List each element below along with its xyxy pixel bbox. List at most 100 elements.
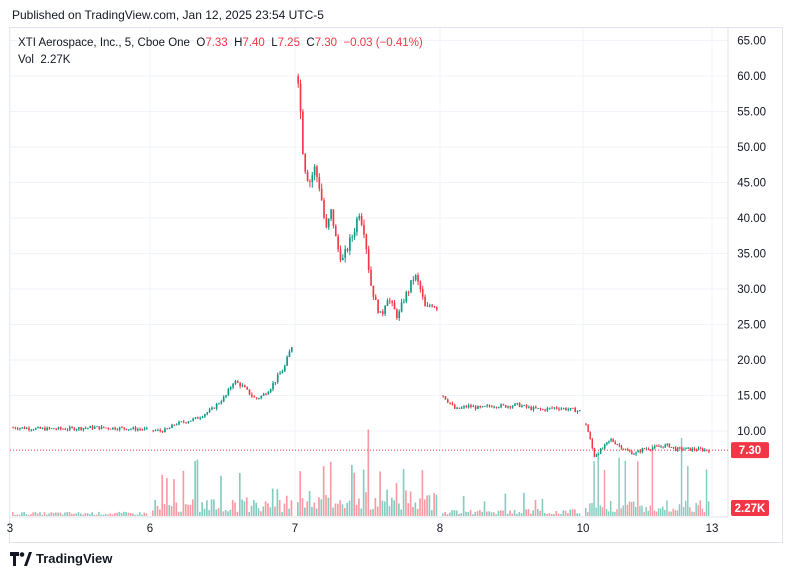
volume-bar xyxy=(32,512,34,516)
candle-body xyxy=(511,405,514,408)
candle-body xyxy=(518,402,521,407)
candle-body xyxy=(641,448,644,453)
candle-body xyxy=(309,181,311,182)
candle-body xyxy=(121,427,123,429)
volume-bar xyxy=(27,515,30,516)
volume-bar xyxy=(458,513,460,516)
candle-body xyxy=(370,270,372,286)
candle-body xyxy=(453,404,456,409)
volume-bar xyxy=(372,509,374,516)
volume-bars xyxy=(12,429,710,516)
y-tick-label: 35.00 xyxy=(737,249,766,261)
x-tick-label: 8 xyxy=(437,523,443,535)
candle-body xyxy=(679,447,681,449)
candle-body xyxy=(589,432,591,440)
volume-bar xyxy=(383,501,386,516)
volume-bar xyxy=(649,505,652,516)
volume-bar xyxy=(637,461,639,516)
candle-body xyxy=(241,385,244,387)
candle-body xyxy=(130,428,132,430)
volume-bar xyxy=(599,505,602,516)
candle-body xyxy=(283,365,286,372)
candle-body xyxy=(69,427,71,430)
volume-bar xyxy=(339,500,341,516)
candle-body xyxy=(25,427,28,429)
volume-bar xyxy=(571,509,574,516)
volume-bar xyxy=(355,504,358,516)
volume-bar xyxy=(187,504,189,516)
candle-body xyxy=(689,447,691,451)
volume-bar xyxy=(278,500,281,516)
candle-body xyxy=(325,217,328,228)
candle-body xyxy=(668,443,671,448)
footer-brand[interactable]: TradingView xyxy=(10,551,112,566)
volume-bar xyxy=(257,508,260,516)
volume-bar xyxy=(191,499,194,516)
candle-body xyxy=(267,392,270,395)
volume-bar xyxy=(102,514,105,516)
volume-bar xyxy=(414,502,417,516)
candle-body xyxy=(444,396,447,400)
candle-body xyxy=(446,399,449,403)
candle-body xyxy=(509,406,512,408)
volume-bar xyxy=(46,514,48,516)
volume-bar xyxy=(395,483,398,516)
volume-bar xyxy=(682,507,685,516)
volume-bar xyxy=(607,511,610,516)
high-value: 7.40 xyxy=(242,37,265,49)
volume-bar xyxy=(154,500,156,516)
volume-bar xyxy=(255,502,258,516)
candle-body xyxy=(479,406,482,408)
volume-bar xyxy=(585,507,587,516)
volume-bar xyxy=(346,502,348,516)
volume-bar xyxy=(557,513,560,516)
candle-body xyxy=(353,232,356,237)
volume-bar xyxy=(30,514,32,516)
candle-body xyxy=(523,404,526,406)
candle-body xyxy=(639,450,641,453)
volume-bar xyxy=(315,508,318,516)
volume-bar xyxy=(77,512,80,516)
candle-body xyxy=(544,409,546,411)
volume-bar xyxy=(59,512,62,516)
candle-body xyxy=(215,403,218,409)
candle-body xyxy=(386,300,389,306)
volume-bar xyxy=(635,506,637,516)
volume-bar xyxy=(199,511,201,516)
candle-body xyxy=(71,427,73,428)
volume-bar xyxy=(520,513,523,516)
candle-body xyxy=(14,427,17,429)
candle-body xyxy=(344,249,346,258)
y-tick-label: 45.00 xyxy=(737,178,766,190)
x-tick-label: 6 xyxy=(147,523,153,535)
volume-bar xyxy=(678,504,681,516)
candle-body xyxy=(565,408,567,411)
volume-bar xyxy=(527,509,530,516)
volume-bar xyxy=(421,470,424,516)
volume-bar xyxy=(610,501,612,516)
candle-body xyxy=(107,427,110,429)
volume-bar xyxy=(416,508,419,516)
candle-body xyxy=(327,218,330,228)
candle-body xyxy=(595,454,598,457)
y-tick-label: 65.00 xyxy=(737,36,766,48)
volume-bar xyxy=(593,461,595,516)
candle-body xyxy=(528,406,530,408)
last-price-label: 7.30 xyxy=(739,445,761,457)
volume-bar xyxy=(483,501,486,516)
candle-body xyxy=(211,407,213,410)
volume-bar xyxy=(246,497,248,516)
volume-bar xyxy=(322,466,325,516)
candle-body xyxy=(204,414,206,417)
volume-bar xyxy=(141,514,143,516)
volume-bar xyxy=(358,498,360,516)
open-value: 7.33 xyxy=(205,37,228,49)
candle-body xyxy=(112,427,114,430)
volume-bar xyxy=(486,511,488,516)
volume-bar xyxy=(12,512,14,516)
volume-bar xyxy=(476,511,479,516)
volume-bar xyxy=(442,513,444,516)
volume-bar xyxy=(676,510,679,516)
volume-bar xyxy=(369,509,372,516)
